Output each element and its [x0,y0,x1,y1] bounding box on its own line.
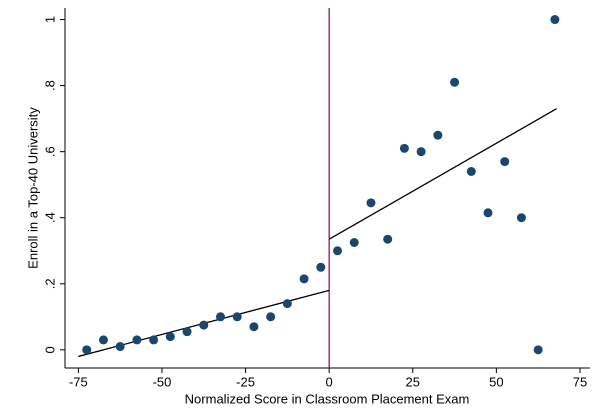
point [450,77,460,87]
point [199,320,209,330]
point [500,157,510,167]
point [132,335,142,345]
x-tick-label: -25 [236,374,255,389]
point [149,335,159,345]
y-tick-label: .6 [42,146,57,157]
point [266,312,276,322]
point [399,143,409,153]
x-tick-label: 0 [326,374,333,389]
point [249,322,259,332]
point [433,130,443,140]
point [82,345,92,355]
point [516,213,526,223]
y-tick-label: .8 [42,80,57,91]
point [550,15,560,25]
x-tick-label: 25 [406,374,420,389]
point [299,274,309,284]
y-tick-label: 1 [42,16,57,23]
point [115,342,125,352]
point [416,147,426,157]
point [282,299,292,309]
point [533,345,543,355]
point [383,234,393,244]
x-tick-label: 75 [573,374,587,389]
fit-line [328,108,557,240]
point [215,312,225,322]
point [232,312,242,322]
point [366,198,376,208]
point [182,327,192,337]
x-tick-label: -75 [69,374,88,389]
point [165,332,175,342]
x-tick-label: 50 [489,374,503,389]
point [349,237,359,247]
point [333,246,343,256]
y-tick-label: .4 [42,212,57,223]
y-tick-label: 0 [42,346,57,353]
point [98,335,108,345]
x-axis-title: Normalized Score in Classroom Placement … [185,391,470,406]
point [316,262,326,272]
y-tick-label: .2 [42,278,57,289]
point [466,166,476,176]
point [483,208,493,218]
x-tick-label: -50 [153,374,172,389]
y-axis-title: Enroll in a Top-40 University [25,107,40,269]
